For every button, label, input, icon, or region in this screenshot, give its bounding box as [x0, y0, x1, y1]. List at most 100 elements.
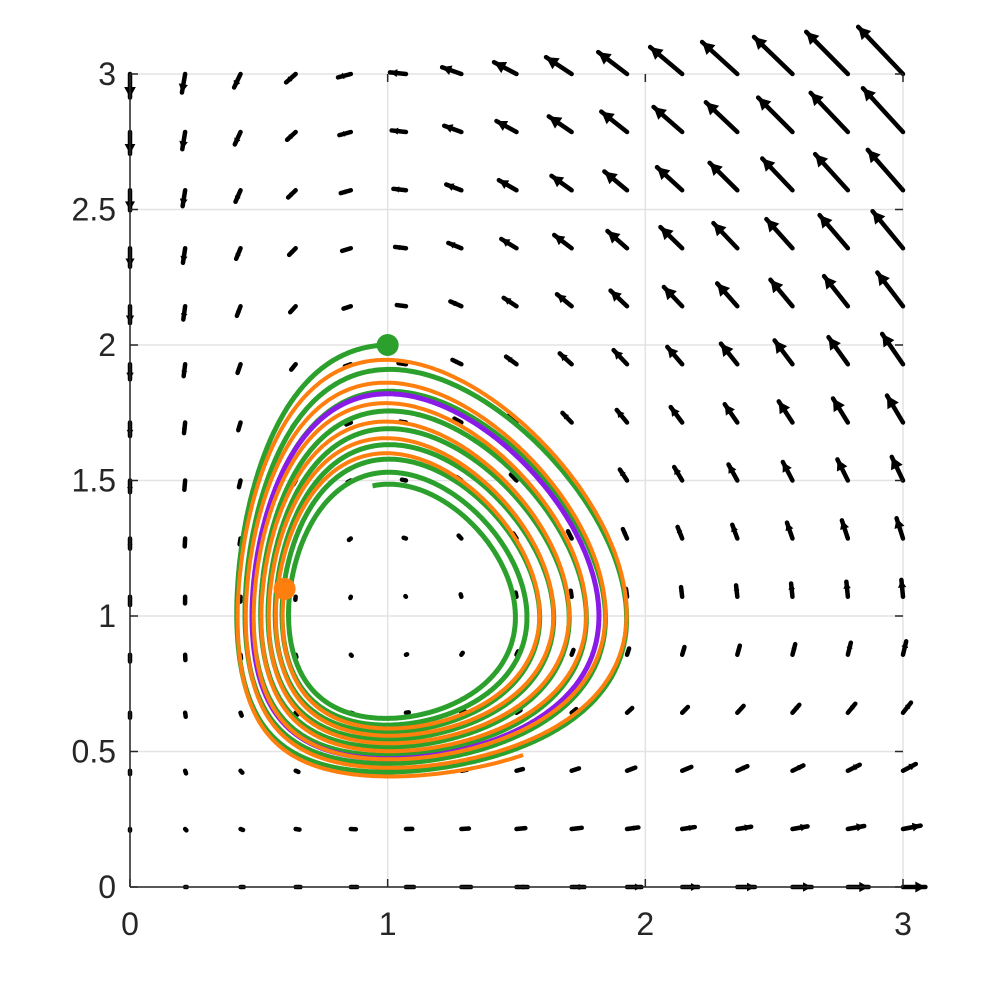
vector-arrow	[341, 303, 354, 311]
arrow-head	[496, 121, 509, 131]
arrow-head	[465, 826, 469, 831]
arrow-head	[619, 469, 626, 477]
arrow-head	[342, 247, 347, 252]
vector-arrow	[180, 303, 188, 322]
vector-arrow	[546, 114, 574, 135]
arrow-head	[569, 590, 573, 594]
arrow-head	[182, 542, 187, 547]
arrow-head	[241, 771, 243, 773]
arrow-head	[286, 76, 293, 83]
arrow-head	[824, 276, 837, 290]
vector-arrow	[624, 705, 635, 715]
vector-arrow	[703, 100, 740, 135]
arrow-head	[506, 356, 513, 363]
arrow-head	[622, 529, 628, 535]
vector-arrow	[726, 462, 740, 483]
vector-arrow	[755, 95, 795, 135]
vector-arrow	[788, 581, 795, 600]
tick-labels: 0 1 2 3 0 0.5 1 1.5 2 2.5 3	[72, 56, 912, 942]
vector-arrow	[803, 29, 851, 77]
vector-arrow	[236, 478, 243, 490]
arrow-head	[810, 92, 824, 107]
arrow-head	[567, 531, 572, 536]
vector-arrow	[499, 236, 519, 251]
arrow-head	[236, 368, 242, 373]
arrow-head	[744, 824, 752, 832]
vector-arrow	[884, 393, 906, 425]
arrow-head	[184, 714, 187, 717]
vector-arrow	[678, 584, 685, 600]
vector-arrow	[337, 129, 354, 138]
arrow-head	[183, 600, 187, 604]
vector-arrow	[875, 270, 906, 309]
arrow-head	[288, 192, 294, 198]
vector-arrow	[817, 212, 851, 251]
arrow-head	[613, 350, 624, 360]
arrow-head	[856, 823, 865, 832]
vector-arrow	[182, 768, 189, 776]
arrow-head	[731, 524, 738, 533]
vector-arrow	[790, 702, 802, 715]
vector-arrow	[675, 524, 685, 541]
vector-arrow	[286, 246, 298, 258]
arrow-head	[403, 537, 405, 539]
arrow-head	[519, 768, 523, 772]
arrow-head	[461, 652, 463, 655]
vector-arrow	[235, 420, 243, 433]
arrow-head	[346, 422, 349, 425]
y-tick-label: 1.5	[72, 463, 116, 499]
arrow-head	[554, 235, 566, 246]
arrow-head	[828, 337, 841, 351]
vector-arrow	[879, 331, 906, 367]
arrow-head	[901, 641, 909, 649]
vector-arrow	[900, 881, 928, 893]
vector-arrow	[735, 824, 754, 832]
y-tick-label: 1	[98, 598, 116, 634]
arrow-head	[233, 79, 241, 88]
vector-arrow	[238, 710, 244, 718]
vector-arrow	[835, 457, 851, 483]
vector-arrow	[671, 464, 685, 483]
vector-arrow	[845, 762, 862, 773]
arrow-head	[395, 244, 401, 251]
arrow-head	[241, 828, 244, 831]
arrow-head	[797, 765, 804, 771]
vector-arrow	[180, 246, 188, 266]
arrow-head	[733, 585, 740, 591]
vector-arrow	[711, 220, 740, 251]
arrow-head	[676, 526, 683, 534]
arrow-head	[610, 290, 622, 302]
arrow-head	[339, 130, 346, 137]
vector-arrow	[491, 59, 519, 77]
arrow-head	[237, 426, 242, 431]
vector-arrow	[514, 766, 526, 773]
vector-arrow	[830, 396, 851, 425]
arrow-head	[521, 826, 526, 831]
arrow-head	[724, 404, 735, 416]
arrow-head	[679, 587, 684, 592]
arrow-head	[858, 26, 872, 41]
vector-arrow	[855, 24, 906, 77]
arrow-head	[785, 522, 794, 532]
vector-arrow	[343, 420, 354, 427]
arrow-head	[872, 211, 886, 225]
arrow-head	[444, 124, 454, 133]
vector-arrow	[494, 118, 519, 135]
vector-arrow	[707, 160, 740, 193]
arrow-head	[454, 418, 459, 423]
vector-arrow	[284, 129, 298, 143]
vector-arrow	[503, 354, 519, 367]
vector-arrow	[624, 765, 638, 773]
arrow-head	[179, 140, 188, 150]
vector-arrow	[620, 526, 630, 541]
arrow-head	[667, 346, 679, 359]
arrow-head	[736, 645, 741, 651]
vector-arrow	[233, 246, 243, 262]
vector-arrow	[569, 647, 576, 658]
arrow-head	[770, 279, 784, 294]
arrow-head	[548, 116, 563, 129]
vector-arrow	[514, 825, 528, 832]
vector-arrow	[403, 593, 409, 600]
y-tick-label: 2	[98, 327, 116, 363]
vector-arrow	[448, 299, 464, 309]
